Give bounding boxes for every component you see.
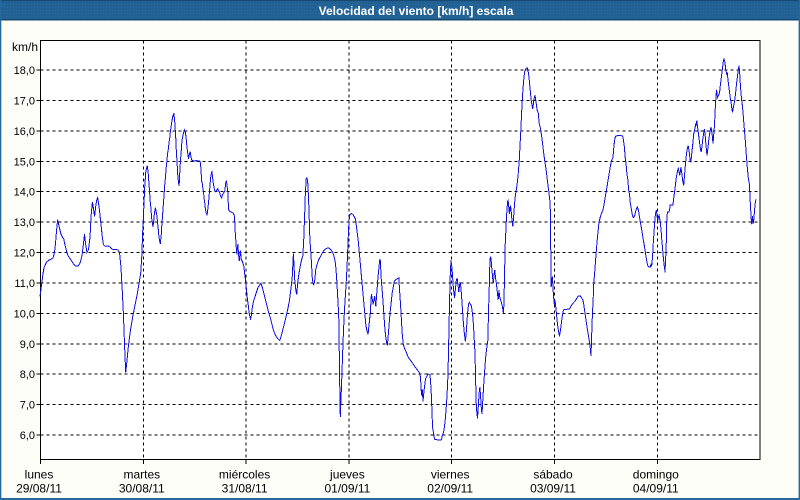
svg-text:11,0: 11,0 <box>14 278 35 290</box>
svg-text:01/09/11: 01/09/11 <box>324 482 370 496</box>
svg-text:miércoles: miércoles <box>219 468 270 482</box>
svg-text:domingo: domingo <box>633 468 679 482</box>
svg-text:02/09/11: 02/09/11 <box>427 482 473 496</box>
svg-text:sábado: sábado <box>533 468 573 482</box>
svg-text:31/08/11: 31/08/11 <box>222 482 268 496</box>
svg-text:15,0: 15,0 <box>14 156 35 168</box>
svg-text:7,0: 7,0 <box>20 400 35 412</box>
svg-text:Velocidad del viento [km/h] es: Velocidad del viento [km/h] escala <box>319 4 514 18</box>
svg-text:12,0: 12,0 <box>14 248 35 260</box>
svg-text:17,0: 17,0 <box>14 95 35 107</box>
svg-text:8,0: 8,0 <box>20 369 35 381</box>
svg-text:04/09/11: 04/09/11 <box>633 482 679 496</box>
svg-text:29/08/11: 29/08/11 <box>16 482 62 496</box>
svg-text:km/h: km/h <box>12 40 38 54</box>
svg-text:16,0: 16,0 <box>14 126 35 138</box>
svg-text:lunes: lunes <box>25 468 54 482</box>
svg-text:03/09/11: 03/09/11 <box>530 482 576 496</box>
svg-text:9,0: 9,0 <box>20 339 35 351</box>
svg-text:18,0: 18,0 <box>14 65 35 77</box>
svg-text:6,0: 6,0 <box>20 430 35 442</box>
svg-text:martes: martes <box>123 468 160 482</box>
svg-text:jueves: jueves <box>329 468 365 482</box>
svg-text:viernes: viernes <box>431 468 470 482</box>
svg-text:30/08/11: 30/08/11 <box>119 482 165 496</box>
svg-text:13,0: 13,0 <box>14 217 35 229</box>
svg-text:10,0: 10,0 <box>14 308 35 320</box>
svg-text:14,0: 14,0 <box>14 187 35 199</box>
